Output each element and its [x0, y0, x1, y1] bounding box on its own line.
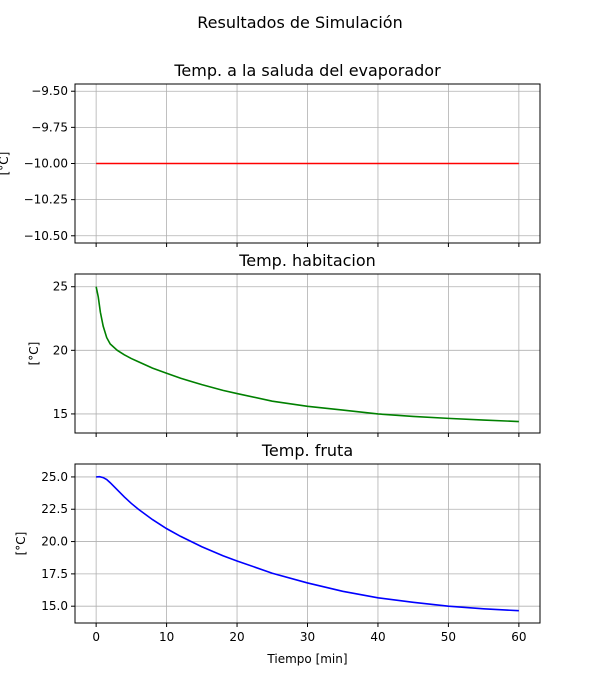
x-tick-label: 30 — [300, 630, 315, 644]
y-tick-label: 20 — [53, 343, 68, 357]
x-tick-label: 50 — [441, 630, 456, 644]
y-tick-label: −9.75 — [31, 120, 68, 134]
y-axis-label: [°C] — [14, 532, 28, 556]
y-tick-label: −10.50 — [24, 229, 68, 243]
x-tick-label: 20 — [229, 630, 244, 644]
y-axis-label: [°C] — [0, 152, 11, 176]
y-tick-label: 25.0 — [41, 470, 68, 484]
y-tick-label: −10.00 — [24, 157, 68, 171]
subplot-1: −9.50 −9.75 −10.00 −10.25 −10.50 Temp. a la s… — [0, 61, 541, 247]
series-line-3-1 — [96, 475, 519, 612]
subplot-2: 15 20 25 Temp. habitacion [°C] — [27, 251, 541, 437]
y-tick-label: 15 — [53, 407, 68, 421]
subplot-title: Temp. habitacion — [238, 251, 376, 270]
x-tick-label: 40 — [370, 630, 385, 644]
x-tick-label: 60 — [511, 630, 526, 644]
figure-suptitle: Resultados de Simulación — [197, 13, 402, 32]
series-line-2-1 — [95, 286, 519, 423]
y-tick-label: 25 — [53, 280, 68, 294]
subplot-title: Temp. fruta — [261, 441, 353, 460]
x-tick-label: 10 — [159, 630, 174, 644]
x-axis-label: Tiempo [min] — [266, 652, 347, 666]
subplot-3: 0 10 20 30 40 50 60 15.0 17.5 20.0 22.5 25.0 Temp. f… — [14, 441, 541, 666]
y-tick-label: −9.50 — [31, 84, 68, 98]
y-axis-label: [°C] — [27, 342, 41, 366]
y-tick-label: 20.0 — [41, 535, 68, 549]
y-tick-label: 17.5 — [41, 567, 68, 581]
subplot-title: Temp. a la saluda del evaporador — [173, 61, 441, 80]
y-tick-label: 15.0 — [41, 599, 68, 613]
y-tick-label: 22.5 — [41, 502, 68, 516]
y-tick-label: −10.25 — [24, 193, 68, 207]
x-tick-label: 0 — [92, 630, 100, 644]
